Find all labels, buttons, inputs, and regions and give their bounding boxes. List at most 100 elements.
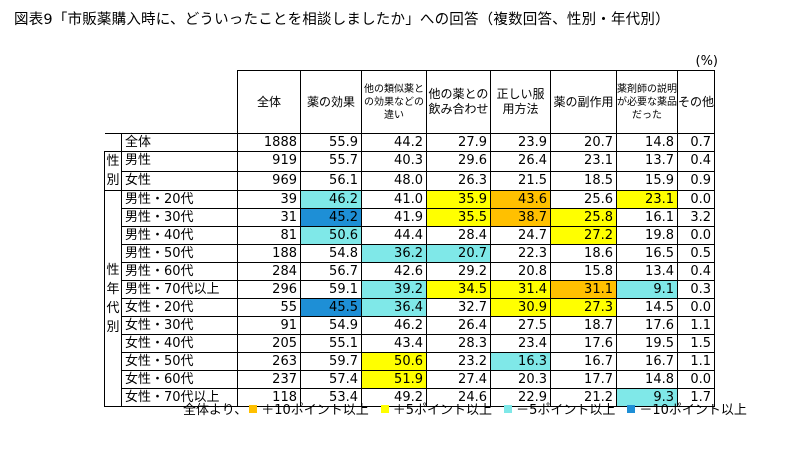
value-cell: 55 bbox=[237, 298, 301, 317]
col-header: その他 bbox=[676, 70, 716, 134]
value-cell: 43.6 bbox=[490, 190, 551, 209]
value-cell: 18.5 bbox=[550, 170, 617, 191]
value-cell: 25.6 bbox=[550, 190, 617, 209]
value-cell: 23.1 bbox=[550, 151, 617, 172]
value-cell: 20.7 bbox=[550, 133, 617, 152]
value-cell: 1.1 bbox=[676, 352, 716, 371]
legend-swatch bbox=[504, 404, 513, 413]
value-cell: 44.2 bbox=[361, 133, 427, 152]
row-label: 女性・50代 bbox=[121, 352, 238, 371]
value-cell: 24.7 bbox=[490, 226, 551, 245]
value-cell: 39 bbox=[237, 190, 301, 209]
value-cell: 28.4 bbox=[426, 226, 491, 245]
value-cell: 46.2 bbox=[361, 316, 427, 335]
value-cell: 56.7 bbox=[300, 262, 362, 281]
value-cell: 57.4 bbox=[300, 370, 362, 389]
col-header: 薬の効果 bbox=[300, 70, 362, 134]
value-cell: 205 bbox=[237, 334, 301, 353]
value-cell: 31 bbox=[237, 208, 301, 227]
value-cell: 46.2 bbox=[300, 190, 362, 209]
page-title: 図表9「市販薬購入時に、どういったことを相談しましたか」への回答（複数回答、性別… bbox=[14, 12, 670, 28]
table-row: 男性・50代 188 54.8 36.2 20.7 22.3 18.6 16.5 0.5 bbox=[105, 244, 716, 263]
value-cell: 29.2 bbox=[426, 262, 491, 281]
value-cell: 237 bbox=[237, 370, 301, 389]
row-label: 女性・70代以上 bbox=[121, 388, 238, 407]
value-cell: 1.1 bbox=[676, 316, 716, 335]
table-row: 全体 1888 55.9 44.2 27.9 23.9 20.7 14.8 0.7 bbox=[104, 133, 716, 152]
value-cell: 17.6 bbox=[550, 334, 617, 353]
value-cell: 21.2 bbox=[550, 388, 617, 407]
value-cell: 0.0 bbox=[676, 298, 716, 317]
value-cell: 0.0 bbox=[676, 226, 716, 245]
table-row: 女性・30代 91 54.9 46.2 26.4 27.5 18.7 17.6 1.1 bbox=[105, 316, 716, 335]
row-label: 女性 bbox=[121, 170, 238, 191]
value-cell: 0.7 bbox=[676, 133, 716, 152]
legend-swatch bbox=[627, 404, 636, 413]
row-label: 男性・30代 bbox=[121, 208, 238, 227]
table-row: 女性・70代以上 118 53.4 49.2 24.6 22.9 21.2 9.3 1.7 bbox=[105, 388, 716, 407]
value-cell: 35.5 bbox=[426, 208, 491, 227]
col-header: 薬の副作用 bbox=[550, 70, 617, 134]
value-cell: 41.0 bbox=[361, 190, 427, 209]
value-cell: 296 bbox=[237, 280, 301, 299]
value-cell: 27.3 bbox=[550, 298, 617, 317]
row-label: 女性・30代 bbox=[121, 316, 238, 335]
value-cell: 40.3 bbox=[361, 151, 427, 172]
value-cell: 20.3 bbox=[490, 370, 551, 389]
value-cell: 0.4 bbox=[676, 151, 716, 172]
corner-cell bbox=[104, 70, 238, 134]
table-row: 男性・30代 31 45.2 41.9 35.5 38.7 25.8 16.1 3.2 bbox=[105, 208, 716, 227]
row-label: 男性・40代 bbox=[121, 226, 238, 245]
value-cell: 19.8 bbox=[616, 226, 678, 245]
value-cell: 1.5 bbox=[676, 334, 716, 353]
value-cell: 26.4 bbox=[426, 316, 491, 335]
value-cell: 20.7 bbox=[426, 244, 491, 263]
row-label: 女性・20代 bbox=[121, 298, 238, 317]
value-cell: 36.4 bbox=[361, 298, 427, 317]
value-cell: 18.6 bbox=[550, 244, 617, 263]
table-row: 性年代別男性・20代 39 46.2 41.0 35.9 43.6 25.6 23.1 0.0 bbox=[104, 190, 716, 407]
value-cell: 31.4 bbox=[490, 280, 551, 299]
value-cell: 284 bbox=[237, 262, 301, 281]
value-cell: 16.7 bbox=[550, 352, 617, 371]
value-cell: 9.1 bbox=[616, 280, 678, 299]
legend-label: ＋5ポイント以上 bbox=[392, 403, 493, 418]
value-cell: 23.4 bbox=[490, 334, 551, 353]
value-cell: 31.1 bbox=[550, 280, 617, 299]
table-row: 性別男性 919 55.7 40.3 29.6 26.4 23.1 13.7 0.4 bbox=[104, 151, 716, 191]
value-cell: 38.7 bbox=[490, 208, 551, 227]
table-row: 女性・60代 237 57.4 51.9 27.4 20.3 17.7 14.8 0.0 bbox=[105, 370, 716, 389]
legend-prefix: 全体より、 bbox=[183, 403, 248, 418]
legend-item: ＋10ポイント以上 bbox=[249, 399, 369, 418]
legend-item: －5ポイント以上 bbox=[504, 399, 615, 418]
group-cell bbox=[104, 133, 122, 152]
row-label: 女性・40代 bbox=[121, 334, 238, 353]
value-cell: 0.0 bbox=[676, 370, 716, 389]
value-cell: 1888 bbox=[237, 133, 301, 152]
col-header: 全体 bbox=[237, 70, 301, 134]
value-cell: 17.7 bbox=[550, 370, 617, 389]
value-cell: 16.7 bbox=[616, 352, 678, 371]
row-label: 男性・20代 bbox=[121, 190, 238, 209]
value-cell: 54.8 bbox=[300, 244, 362, 263]
value-cell: 55.1 bbox=[300, 334, 362, 353]
value-cell: 45.5 bbox=[300, 298, 362, 317]
legend-label: －10ポイント以上 bbox=[639, 403, 747, 418]
value-cell: 81 bbox=[237, 226, 301, 245]
data-table: 全体 薬の効果 他の類似薬との効果などの違い 他の薬との飲み合わせ 正しい服用方… bbox=[104, 70, 716, 407]
row-label: 男性・50代 bbox=[121, 244, 238, 263]
value-cell: 188 bbox=[237, 244, 301, 263]
value-cell: 3.2 bbox=[676, 208, 716, 227]
value-cell: 39.2 bbox=[361, 280, 427, 299]
value-cell: 14.8 bbox=[616, 133, 678, 152]
value-cell: 27.9 bbox=[426, 133, 491, 152]
row-label: 男性・70代以上 bbox=[121, 280, 238, 299]
col-header: 正しい服用方法 bbox=[490, 70, 551, 134]
value-cell: 16.3 bbox=[490, 352, 551, 371]
value-cell: 23.9 bbox=[490, 133, 551, 152]
value-cell: 59.7 bbox=[300, 352, 362, 371]
value-cell: 23.2 bbox=[426, 352, 491, 371]
col-header: 薬剤師の説明が必要な薬品だった bbox=[616, 70, 678, 134]
value-cell: 0.9 bbox=[676, 170, 716, 191]
table-row: 男性・70代以上 296 59.1 39.2 34.5 31.4 31.1 9.1 0.3 bbox=[105, 280, 716, 299]
